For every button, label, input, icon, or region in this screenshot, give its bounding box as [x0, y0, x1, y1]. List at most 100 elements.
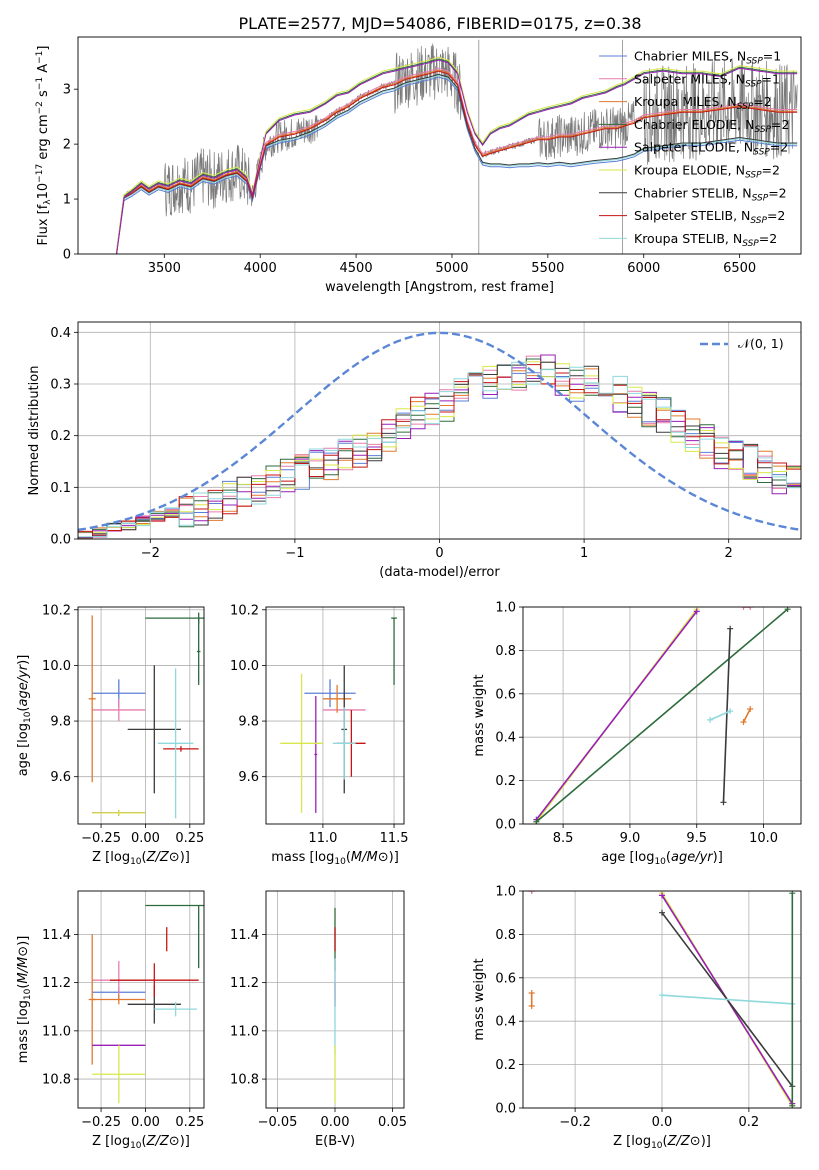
legend-text: Salpeter ELODIE, N — [634, 140, 753, 155]
legend-tail: =2 — [759, 231, 777, 246]
label-part: −1 — [35, 77, 45, 90]
label-part: )] — [16, 655, 31, 665]
x-axis-label: Z [log10(Z/Z⊙)] — [92, 1134, 190, 1151]
label-part: 10 — [130, 857, 142, 867]
label-part: age [log — [601, 850, 654, 865]
weight-line — [709, 710, 731, 721]
label-part: Z [log — [92, 1134, 130, 1149]
y-tick-label: 9.8 — [50, 715, 71, 730]
errorbar-point — [280, 673, 323, 813]
model-spectrum — [116, 59, 798, 254]
legend-entry: Chabrier ELODIE, NSSP=2 — [634, 117, 789, 135]
weight-track — [707, 708, 734, 723]
legend-sub: SSP — [742, 239, 759, 249]
legend-entry: Kroupa ELODIE, NSSP=2 — [634, 163, 780, 181]
label-part: age [log — [16, 723, 31, 776]
panel-residual-histogram: −2 −1 0 1 2 0.0 0.1 0.2 0.3 0.4 (data-model)/error… — [27, 321, 802, 580]
weight-track — [533, 607, 791, 824]
weight-marker — [720, 799, 727, 806]
legend-sub: SSP — [750, 216, 767, 226]
x-tick-label: 0.00 — [131, 1115, 160, 1130]
legend-sub: SSP — [754, 125, 771, 135]
errorbar-point — [196, 618, 201, 685]
y-tick-label: 10.2 — [42, 603, 71, 618]
label-part: 10 — [130, 1141, 142, 1151]
x-tick-label: 5000 — [435, 261, 468, 276]
weight-marker — [740, 607, 747, 610]
weight-marker — [659, 909, 665, 916]
y-tick-label: 0.6 — [495, 687, 516, 702]
label-part: −2 — [35, 101, 45, 114]
weight-marker — [727, 625, 734, 632]
x-tick-label: 4000 — [244, 261, 277, 276]
panel-mass-weight-vs-age: 8.5 9.0 9.5 10.0 0.0 0.2 0.4 0.6 0.8 1.0 mass weig… — [472, 601, 802, 867]
y-tick-label: 1.0 — [495, 885, 516, 900]
axes-frame — [77, 321, 802, 540]
label-part: ] — [36, 46, 51, 51]
gaussian-curve — [78, 331, 801, 532]
panel-age-vs-mass: 11.0 11.5 9.6 9.8 10.0 10.2 mass [log10(M/M⊙)] — [230, 603, 408, 867]
label-part: ( — [663, 1134, 668, 1149]
axes-frame — [265, 890, 405, 1109]
label-part: −1 — [35, 51, 45, 64]
weight-line — [535, 608, 789, 823]
x-tick-label: 6500 — [723, 261, 756, 276]
y-tick-label: 0.2 — [50, 429, 71, 444]
plot-area-residual-histogram — [78, 331, 801, 539]
weight-marker — [707, 716, 714, 723]
x-tick-label: 11.0 — [308, 831, 337, 846]
y-axis-label: mass weight — [472, 958, 487, 1040]
label-part: 10 — [651, 1141, 663, 1151]
y-tick-label: 9.6 — [238, 770, 259, 785]
x-tick-label: −0.25 — [81, 1115, 121, 1130]
model-spectrum — [115, 56, 798, 253]
x-tick-label: 6000 — [627, 261, 660, 276]
legend-text: Chabrier STELIB, N — [634, 185, 752, 200]
y-tick-label: 9.6 — [50, 770, 71, 785]
label-part: ( — [16, 707, 31, 712]
y-tick-label: 3 — [63, 83, 71, 98]
plot-area-age-vs-z — [88, 612, 204, 819]
y-axis-label: Flux [fλ10−17 erg cm−2 s−1 A−1] — [35, 46, 53, 246]
weight-track — [533, 608, 700, 823]
legend-text: Chabrier ELODIE, N — [634, 117, 754, 132]
label-part: Z/Z⊙ — [146, 1134, 180, 1149]
legend-text: Salpeter STELIB, N — [634, 208, 750, 223]
y-tick-label: 1 — [63, 193, 71, 208]
axes-frame — [522, 890, 802, 1109]
legend-tail: =2 — [770, 140, 788, 155]
y-tick-label: 10.8 — [42, 1073, 71, 1088]
y-tick-label: 0.2 — [495, 774, 516, 789]
plot-area-spectrum — [115, 39, 798, 254]
label-part: Z/Z⊙ — [146, 850, 180, 865]
errorbar-point — [127, 665, 181, 794]
model-spectrum — [115, 58, 798, 254]
x-tick-label: 0.2 — [739, 1115, 760, 1130]
x-tick-label: −2 — [141, 546, 160, 561]
errorbar-point — [92, 698, 146, 722]
data-spectrum — [116, 43, 798, 254]
x-tick-label: 9.5 — [686, 831, 707, 846]
label-part: A — [36, 64, 51, 77]
label-part: )] — [389, 850, 399, 865]
x-tick-label: 0.00 — [321, 1115, 350, 1130]
label-part: age/yr — [16, 663, 31, 706]
label-part: erg cm — [36, 114, 51, 163]
legend-tail: =1 — [763, 49, 781, 64]
axes-frame — [77, 606, 205, 825]
x-tick-label: 0.00 — [131, 831, 160, 846]
x-axis-label: mass [log10(M/M⊙)] — [271, 850, 399, 867]
legend-entry: Salpeter MILES, NSSP=1 — [634, 71, 780, 89]
label-part: ( — [666, 850, 671, 865]
legend-sub: SSP — [746, 57, 763, 67]
y-tick-label: 11.4 — [42, 928, 71, 943]
legend-text: Kroupa MILES, N — [634, 94, 737, 109]
label-part: 10 — [334, 857, 346, 867]
x-axis-label: Z [log10(Z/Z⊙)] — [613, 1134, 711, 1151]
label-part: Z/Z⊙ — [667, 1134, 701, 1149]
y-tick-label: 0.1 — [50, 481, 71, 496]
legend-sub: SSP — [737, 102, 754, 112]
y-tick-label: 0.2 — [495, 1058, 516, 1073]
x-tick-label: 5500 — [531, 261, 564, 276]
